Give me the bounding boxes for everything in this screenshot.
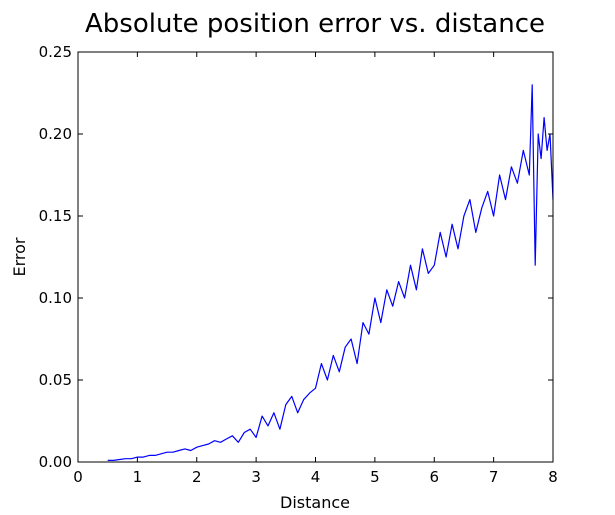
chart-title: Absolute position error vs. distance — [85, 9, 545, 39]
x-tick-label: 8 — [548, 468, 558, 486]
x-axis-label: Distance — [280, 493, 350, 512]
plot-area: 0 1 2 3 4 5 6 7 8 0.00 0.05 0.10 0.15 0.20 0.25 — [39, 43, 558, 486]
x-tick-label: 4 — [311, 468, 321, 486]
y-tick-label: 0.10 — [39, 289, 72, 307]
series-line-0 — [107, 84, 554, 461]
x-tick-label: 6 — [429, 468, 439, 486]
x-tick-label: 2 — [192, 468, 202, 486]
y-tick-label: 0.00 — [39, 453, 72, 471]
x-tick-label: 1 — [133, 468, 143, 486]
x-tick-label: 3 — [251, 468, 261, 486]
x-tick-label: 0 — [73, 468, 83, 486]
x-tick-label: 5 — [370, 468, 380, 486]
plot-frame — [77, 51, 554, 463]
x-tick-label: 7 — [489, 468, 499, 486]
y-tick-label: 0.25 — [39, 43, 72, 61]
y-tick-label: 0.05 — [39, 371, 72, 389]
y-axis-label: Error — [10, 237, 29, 276]
y-tick-label: 0.15 — [39, 207, 72, 225]
y-tick-label: 0.20 — [39, 125, 72, 143]
